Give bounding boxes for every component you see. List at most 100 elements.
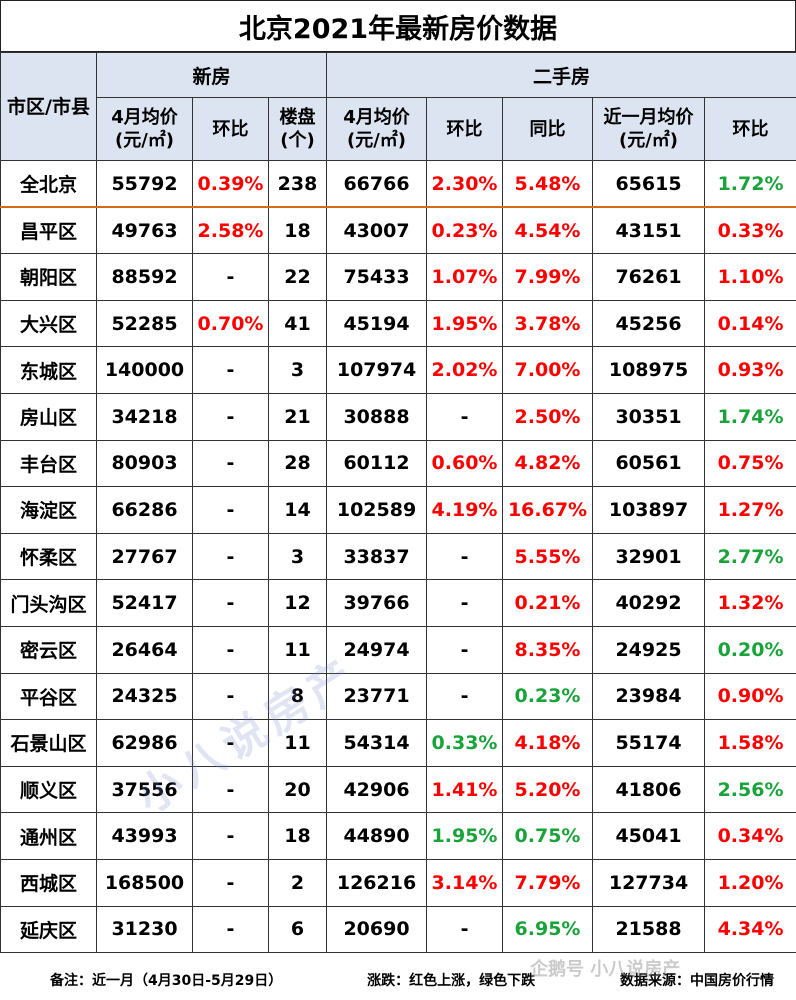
second-avg-price: 60112	[326, 439, 428, 488]
table-row: 东城区 140000-3 107974 2.02% 7.00% 108975 0.93%	[0, 346, 796, 394]
second-mom: 2.02%	[426, 346, 504, 394]
recent-avg-price: 127734	[592, 858, 706, 907]
recent-mom: 0.75%	[704, 439, 796, 488]
second-mom: -	[426, 905, 504, 954]
price-table-body: 全北京 55792 0.39% 238 66766 2.30% 5.48% 65615 1.72…	[0, 160, 796, 954]
projects-count: 18	[267, 812, 328, 860]
recent-avg-price: 45041	[592, 812, 706, 860]
second-avg-price: 33837	[326, 532, 428, 581]
recent-mom: 0.93%	[704, 346, 796, 394]
second-yoy: 0.75%	[502, 812, 594, 860]
second-mom: 0.60%	[426, 439, 504, 488]
new-avg-price: 168500	[96, 858, 193, 907]
second-avg-price: 54314	[326, 719, 428, 767]
new-avg-price: 31230	[96, 905, 193, 954]
new-avg-price: 52285	[96, 299, 193, 348]
recent-avg-price: 23984	[592, 672, 706, 721]
projects-count: 28	[267, 439, 328, 488]
new-mom: -	[192, 625, 269, 674]
region-name: 朝阳区	[0, 253, 97, 301]
table-row: 丰台区 80903-28 60112 0.60% 4.82% 60561 0.75%	[0, 439, 796, 488]
new-mom: 0.70%	[192, 299, 269, 348]
second-mom: -	[426, 579, 504, 627]
second-yoy: 16.67%	[502, 486, 594, 534]
new-mom: 0.39%	[192, 160, 269, 209]
recent-mom: 1.32%	[704, 579, 796, 627]
region-name: 顺义区	[0, 765, 97, 814]
recent-avg-price: 40292	[592, 579, 706, 627]
second-avg-price: 66766	[326, 160, 428, 209]
new-mom: -	[192, 579, 269, 627]
recent-mom: 4.34%	[704, 905, 796, 954]
recent-avg-price: 32901	[592, 532, 706, 581]
table-row: 密云区 26464-11 24974-8.35% 24925 0.20%	[0, 625, 796, 674]
recent-mom: 0.34%	[704, 812, 796, 860]
new-mom: -	[192, 765, 269, 814]
new-avg-price-header: 4月均价(元/㎡)	[96, 97, 193, 161]
second-avg-price: 24974	[326, 625, 428, 674]
table-row: 平谷区 24325-8 23771-0.23% 23984 0.90%	[0, 672, 796, 721]
table-row: 房山区 34218-21 30888-2.50% 30351 1.74%	[0, 392, 796, 441]
new-avg-price: 88592	[96, 253, 193, 301]
second-yoy-header: 同比	[502, 97, 594, 161]
region-name: 西城区	[0, 858, 97, 907]
new-mom: -	[192, 905, 269, 954]
projects-count: 3	[267, 532, 328, 581]
projects-count: 8	[267, 672, 328, 721]
new-avg-price: 55792	[96, 160, 193, 209]
recent-mom: 2.56%	[704, 765, 796, 814]
second-yoy: 4.54%	[502, 206, 594, 255]
region-name: 通州区	[0, 812, 97, 860]
table-row: 怀柔区 27767-3 33837-5.55% 32901 2.77%	[0, 532, 796, 581]
region-name: 延庆区	[0, 905, 97, 954]
second-mom: 0.33%	[426, 719, 504, 767]
second-avg-price: 30888	[326, 392, 428, 441]
second-mom: -	[426, 625, 504, 674]
second-yoy: 2.50%	[502, 392, 594, 441]
second-yoy: 5.48%	[502, 160, 594, 209]
new-avg-price: 140000	[96, 346, 193, 394]
table-row: 门头沟区 52417-12 39766-0.21% 40292 1.32%	[0, 579, 796, 627]
region-name: 东城区	[0, 346, 97, 394]
second-mom: 1.41%	[426, 765, 504, 814]
recent-avg-price: 60561	[592, 439, 706, 488]
projects-count: 11	[267, 625, 328, 674]
second-avg-price: 75433	[326, 253, 428, 301]
new-mom: -	[192, 812, 269, 860]
page-title: 北京2021年最新房价数据	[0, 0, 796, 52]
region-name: 门头沟区	[0, 579, 97, 627]
recent-mom: 1.27%	[704, 486, 796, 534]
second-hand-group-header: 二手房	[326, 52, 796, 98]
table-row: 海淀区 66286-14 102589 4.19% 16.67% 103897 1.27%	[0, 486, 796, 534]
new-mom: -	[192, 672, 269, 721]
region-name: 怀柔区	[0, 532, 97, 581]
second-avg-price-header: 4月均价(元/㎡)	[326, 97, 428, 161]
projects-count: 41	[267, 299, 328, 348]
table-row: 石景山区 62986-11 54314 0.33% 4.18% 55174 1.58%	[0, 719, 796, 767]
projects-header: 楼盘(个)	[267, 97, 328, 161]
projects-count: 20	[267, 765, 328, 814]
recent-mom: 1.10%	[704, 253, 796, 301]
second-avg-price: 126216	[326, 858, 428, 907]
new-avg-price: 49763	[96, 206, 193, 255]
second-yoy: 4.18%	[502, 719, 594, 767]
second-avg-price: 39766	[326, 579, 428, 627]
recent-mom: 1.20%	[704, 858, 796, 907]
new-avg-price: 62986	[96, 719, 193, 767]
new-mom: -	[192, 486, 269, 534]
projects-count: 21	[267, 392, 328, 441]
region-name: 大兴区	[0, 299, 97, 348]
second-mom-header: 环比	[426, 97, 504, 161]
new-avg-price: 52417	[96, 579, 193, 627]
projects-count: 18	[267, 206, 328, 255]
new-mom: -	[192, 439, 269, 488]
projects-count: 14	[267, 486, 328, 534]
recent-mom: 0.90%	[704, 672, 796, 721]
table-row: 延庆区 31230-6 20690-6.95% 21588 4.34%	[0, 905, 796, 954]
projects-count: 12	[267, 579, 328, 627]
second-yoy: 8.35%	[502, 625, 594, 674]
footer-legend: 涨跌：红色上涨，绿色下跌	[367, 973, 536, 989]
recent-avg-price: 30351	[592, 392, 706, 441]
recent-mom: 0.20%	[704, 625, 796, 674]
second-mom: -	[426, 672, 504, 721]
